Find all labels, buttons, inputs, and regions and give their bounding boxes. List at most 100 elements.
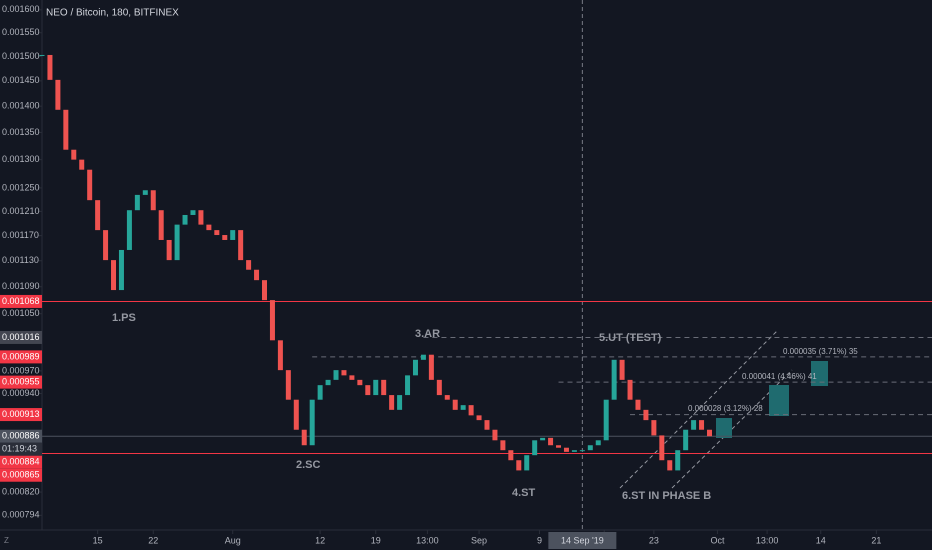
- y-tick-label: 0.001450: [2, 75, 40, 85]
- price-tag-label: 0.000884: [2, 457, 40, 467]
- candle: [103, 230, 109, 261]
- price-tag-label: 0.000989: [2, 351, 40, 361]
- y-tick-label: 0.001350: [2, 127, 40, 137]
- annotation: 2.SC: [296, 459, 321, 471]
- candle: [460, 405, 466, 410]
- candle: [254, 269, 260, 281]
- candle: [651, 420, 657, 436]
- candle: [675, 450, 681, 471]
- candle: [420, 354, 426, 360]
- candle: [309, 399, 315, 446]
- measure-label: 0.000041 (4.46%) 41: [742, 372, 817, 381]
- countdown: 01:19:43: [2, 444, 37, 454]
- candle: [500, 440, 506, 451]
- channel-line: [619, 329, 779, 489]
- candle: [587, 445, 593, 451]
- candle: [452, 399, 458, 410]
- candle: [357, 379, 363, 386]
- measure-box: [716, 418, 732, 438]
- candle: [111, 260, 117, 291]
- chart-title: NEO / Bitcoin, 180, BITFINEX: [46, 8, 179, 19]
- candle: [405, 375, 411, 396]
- candle: [182, 214, 188, 225]
- candle: [333, 370, 339, 380]
- y-tick-label: 0.001600: [2, 4, 40, 14]
- candle: [206, 224, 212, 231]
- corner-icon[interactable]: Z: [4, 536, 9, 545]
- y-tick-label: 0.001050: [2, 308, 40, 318]
- measure-label: 0.000035 (3.71%) 35: [783, 347, 858, 356]
- candle: [317, 385, 323, 400]
- candle: [87, 169, 93, 201]
- annotation: 1.PS: [112, 312, 136, 324]
- y-tick-label: 0.001170: [2, 230, 39, 240]
- price-tag: [0, 350, 42, 364]
- candle: [142, 190, 148, 195]
- price-tag: [0, 375, 42, 389]
- candle: [277, 340, 283, 371]
- candle: [619, 359, 625, 380]
- candle: [691, 420, 697, 430]
- x-tick-label: 23: [649, 535, 659, 545]
- x-tick-label: 13:00: [756, 535, 779, 545]
- candle: [301, 429, 307, 446]
- annotation: 3.AR: [415, 328, 440, 340]
- x-tick-label: 9: [537, 535, 542, 545]
- candle: [190, 210, 196, 215]
- candle: [63, 109, 69, 150]
- x-tick-label: 13:00: [416, 535, 439, 545]
- candle: [667, 460, 673, 471]
- x-tick-label: 21: [871, 535, 881, 545]
- price-tag: [0, 429, 42, 443]
- candle: [492, 429, 498, 441]
- y-tick-label: 0.000940: [2, 388, 40, 398]
- price-tag-label: 0.000955: [2, 377, 40, 387]
- y-tick-label: 0.001130: [2, 255, 39, 265]
- candle: [126, 210, 132, 250]
- candle: [707, 429, 712, 437]
- candle: [579, 450, 585, 452]
- candle: [627, 379, 633, 400]
- drawings: [42, 0, 932, 530]
- candle: [476, 415, 482, 421]
- candle: [349, 375, 355, 380]
- price-tag: [0, 294, 42, 308]
- candle: [71, 149, 77, 160]
- price-tag: [0, 455, 42, 469]
- candle: [436, 379, 442, 396]
- price-tag-label: 0.001016: [2, 332, 40, 342]
- price-tag: [0, 408, 42, 422]
- candle: [95, 200, 101, 231]
- candle: [214, 230, 220, 236]
- y-tick-label: 0.000820: [2, 486, 40, 496]
- annotation: 4.ST: [512, 487, 536, 499]
- measure-box: [811, 361, 828, 386]
- candle: [293, 399, 299, 430]
- candle: [571, 450, 577, 452]
- y-tick-label: 0.000970: [2, 365, 40, 375]
- y-tick-label: 0.001210: [2, 206, 40, 216]
- candle: [262, 280, 267, 301]
- candle: [118, 249, 124, 291]
- candle: [39, 54, 45, 56]
- measure-box: [769, 385, 789, 416]
- candle: [381, 379, 387, 396]
- y-tick-label: 0.000794: [2, 510, 40, 520]
- candle: [285, 370, 291, 400]
- y-tick-label: 0.001250: [2, 182, 40, 192]
- x-tick-label: Sep: [471, 535, 487, 545]
- candle: [699, 420, 705, 430]
- candle: [595, 440, 601, 446]
- y-tick-label: 0.001550: [2, 27, 40, 37]
- candle: [412, 359, 418, 376]
- candle: [246, 260, 252, 270]
- x-tick-label: 15: [93, 535, 103, 545]
- candle: [428, 354, 434, 380]
- candle: [563, 447, 569, 452]
- candle: [238, 230, 244, 261]
- y-tick-label: 0.001090: [2, 281, 40, 291]
- candle: [79, 159, 85, 170]
- candle: [635, 399, 641, 410]
